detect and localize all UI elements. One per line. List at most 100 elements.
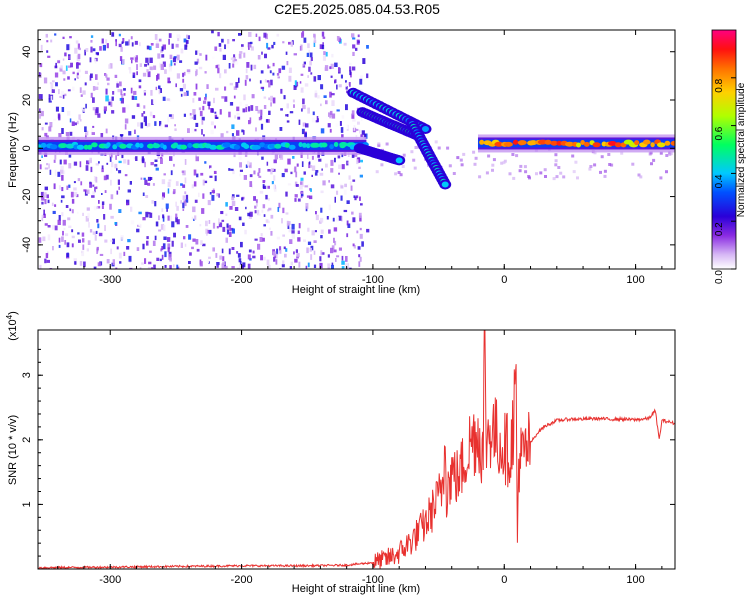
spectrogram-noise-cell bbox=[241, 129, 244, 133]
spectrogram-noise-cell bbox=[610, 163, 614, 167]
spectrogram-noise-cell bbox=[345, 82, 348, 87]
spectrogram-noise-cell bbox=[169, 54, 173, 60]
spectrogram-noise-cell bbox=[269, 70, 272, 74]
spectrogram-noise-cell bbox=[523, 165, 527, 169]
spectrogram-noise-cell bbox=[303, 37, 307, 43]
spectrogram-noise-cell bbox=[185, 225, 189, 228]
main-band-blob bbox=[580, 140, 585, 145]
spectrogram-noise-cell bbox=[298, 119, 301, 125]
spectrogram-noise-cell bbox=[147, 62, 150, 66]
spectrogram-noise-cell bbox=[131, 59, 133, 64]
spectrogram-noise-cell bbox=[96, 219, 99, 223]
spectrogram-noise-cell bbox=[138, 222, 141, 227]
spectrogram-noise-cell bbox=[343, 189, 347, 195]
spectrogram-noise-cell bbox=[193, 181, 197, 187]
spectrogram-noise-cell bbox=[125, 41, 129, 46]
spectrogram-noise-cell bbox=[236, 112, 240, 116]
spectrogram-noise-cell bbox=[233, 95, 236, 99]
spectrogram-noise-cell bbox=[185, 194, 189, 200]
spectrogram-noise-cell bbox=[114, 222, 117, 225]
spectrogram-noise-cell bbox=[171, 43, 174, 49]
spectrogram-noise-cell bbox=[82, 244, 85, 250]
spectrogram-noise-cell bbox=[76, 62, 79, 69]
spectrogram-noise-cell bbox=[352, 217, 356, 223]
spectrogram-noise-cell bbox=[242, 190, 245, 196]
spectrogram-noise-cell bbox=[46, 50, 49, 53]
spectrogram-noise-cell bbox=[150, 90, 153, 96]
spectrogram-noise-cell bbox=[600, 155, 604, 159]
spectrogram-noise-cell bbox=[327, 123, 331, 128]
spectrogram-noise-cell bbox=[89, 57, 92, 63]
spectrogram-noise-cell bbox=[263, 224, 266, 227]
spectrogram-noise-cell bbox=[208, 104, 210, 110]
spectrogram-noise-cell bbox=[345, 86, 348, 90]
spectrogram-noise-cell bbox=[255, 33, 258, 37]
spectrogram-noise-cell bbox=[173, 56, 177, 59]
spectrogram-noise-cell bbox=[224, 86, 227, 91]
spectrogram-noise-cell bbox=[161, 196, 164, 200]
spectrogram-noise-cell bbox=[237, 116, 241, 120]
spectrogram-noise-cell bbox=[281, 264, 285, 268]
spectrogram-noise-cell bbox=[194, 215, 197, 220]
spectrogram-noise-cell bbox=[258, 175, 262, 178]
spectrogram-noise-cell bbox=[183, 92, 187, 97]
spectrogram-noise-cell bbox=[43, 209, 45, 216]
spectrogram-noise-cell bbox=[260, 255, 263, 261]
spectrogram-noise-cell bbox=[359, 256, 362, 262]
spectrogram-noise-cell bbox=[173, 232, 176, 238]
spectrogram-noise-cell bbox=[62, 219, 66, 226]
spectrogram-noise-cell bbox=[233, 152, 236, 158]
spectrogram-noise-cell bbox=[356, 159, 359, 165]
spectrogram-noise-cell bbox=[280, 88, 283, 94]
spectrogram-noise-cell bbox=[276, 248, 279, 255]
spectrogram-noise-cell bbox=[154, 164, 158, 167]
spectrogram-noise-cell bbox=[317, 95, 320, 99]
spectrogram-noise-cell bbox=[334, 62, 338, 67]
spectrogram-noise-cell bbox=[60, 165, 64, 170]
spectrogram-noise-cell bbox=[291, 233, 295, 239]
spectrogram-noise-cell bbox=[116, 246, 119, 250]
spectrogram-noise-cell bbox=[73, 258, 77, 265]
main-band-blob bbox=[556, 140, 563, 146]
spectrogram-noise-cell bbox=[209, 229, 212, 234]
spectrogram-noise-cell bbox=[603, 169, 607, 173]
spectrogram-noise-cell bbox=[88, 159, 92, 163]
spectrogram-noise-cell bbox=[462, 152, 466, 156]
spectrogram-noise-cell bbox=[186, 34, 189, 39]
spectrogram-noise-cell bbox=[375, 170, 379, 174]
spectrogram-noise-cell bbox=[184, 191, 187, 195]
spectrogram-noise-cell bbox=[60, 65, 63, 69]
spectrogram-noise-cell bbox=[93, 206, 97, 211]
spectrogram-noise-cell bbox=[254, 210, 257, 214]
spectrogram-noise-cell bbox=[218, 193, 220, 198]
spectrogram-noise-cell bbox=[130, 57, 134, 60]
spectrogram-noise-cell bbox=[123, 251, 126, 256]
spectrogram-noise-cell bbox=[227, 39, 230, 44]
spectrogram-noise-cell bbox=[554, 159, 558, 163]
spectrogram-noise-cell bbox=[562, 175, 566, 179]
spectrogram-noise-cell bbox=[268, 207, 272, 211]
main-band-blob bbox=[479, 139, 485, 145]
spectrogram-noise-cell bbox=[182, 72, 185, 77]
spectrogram-noise-cell bbox=[133, 157, 136, 160]
spectrogram-noise-cell bbox=[659, 176, 663, 180]
spectrogram-noise-cell bbox=[202, 105, 205, 111]
spectrogram-noise-cell bbox=[322, 180, 326, 186]
spectrogram-noise-cell bbox=[300, 191, 304, 194]
spectrogram-noise-cell bbox=[231, 247, 235, 250]
spectrogram-noise-cell bbox=[110, 215, 114, 219]
spectrogram-noise-cell bbox=[44, 223, 48, 226]
spectrogram-noise-cell bbox=[174, 128, 177, 131]
spectrogram-noise-cell bbox=[273, 256, 276, 262]
spectrogram-noise-cell bbox=[296, 81, 299, 87]
spectrogram-noise-cell bbox=[574, 160, 578, 164]
spectrogram-noise-cell bbox=[161, 246, 164, 250]
spectrogram-noise-cell bbox=[319, 172, 324, 176]
spectrogram-noise-cell bbox=[174, 124, 176, 127]
spectrogram-noise-cell bbox=[281, 65, 286, 70]
spectrogram-noise-cell bbox=[74, 78, 76, 81]
spectrogram-noise-cell bbox=[212, 208, 216, 211]
spectrogram-noise-cell bbox=[236, 130, 240, 136]
spectrogram-noise-cell bbox=[67, 217, 71, 221]
spectrogram-noise-cell bbox=[204, 161, 207, 164]
